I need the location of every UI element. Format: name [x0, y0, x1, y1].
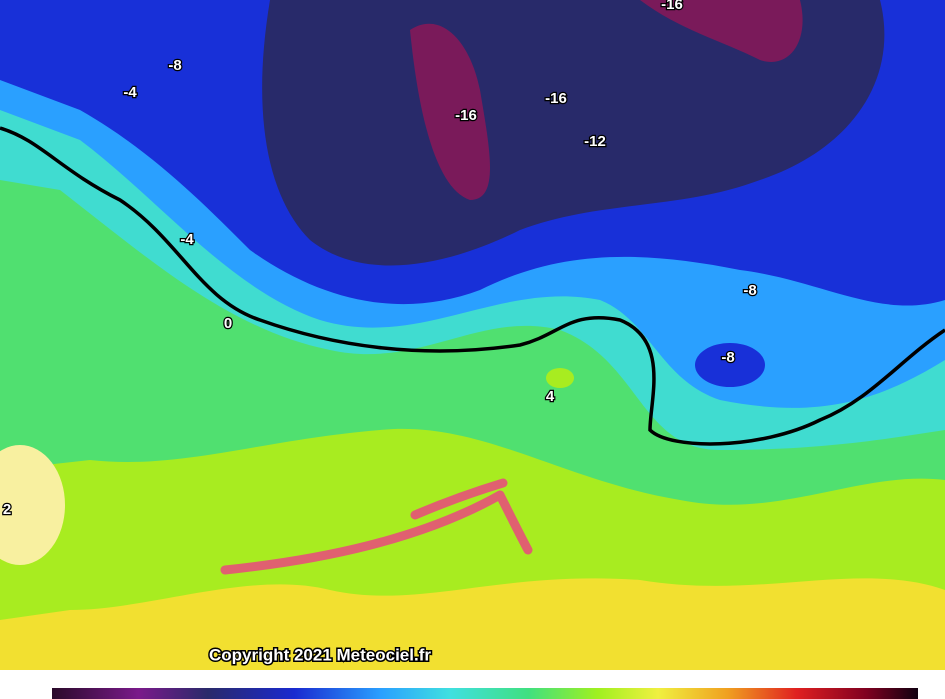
isotherm-label: 2	[3, 501, 11, 518]
isotherm-label: -8	[168, 57, 181, 74]
hand-drawn-arrow	[220, 478, 533, 575]
isotherm-label: -16	[545, 90, 567, 107]
isotherm-label: -4	[180, 231, 194, 248]
cold-core	[410, 23, 490, 200]
cold-core	[640, 0, 803, 62]
warm-spot	[546, 368, 574, 388]
isotherm-label: -8	[743, 282, 756, 299]
warm-spot	[0, 445, 65, 565]
isotherm-label: -12	[584, 133, 606, 150]
isotherm-label: -4	[123, 84, 137, 101]
isotherm-label: 4	[546, 388, 555, 405]
copyright: Copyright 2021 Meteociel.fr	[209, 645, 431, 664]
cold-spot	[695, 343, 765, 387]
isotherm-label: 0	[224, 315, 232, 332]
color-scale	[52, 688, 918, 699]
isotherm-label: -16	[455, 107, 477, 124]
isotherm-label: -8	[721, 349, 734, 366]
zero-isotherm	[0, 126, 945, 446]
isotherm-label: -16	[661, 0, 683, 13]
